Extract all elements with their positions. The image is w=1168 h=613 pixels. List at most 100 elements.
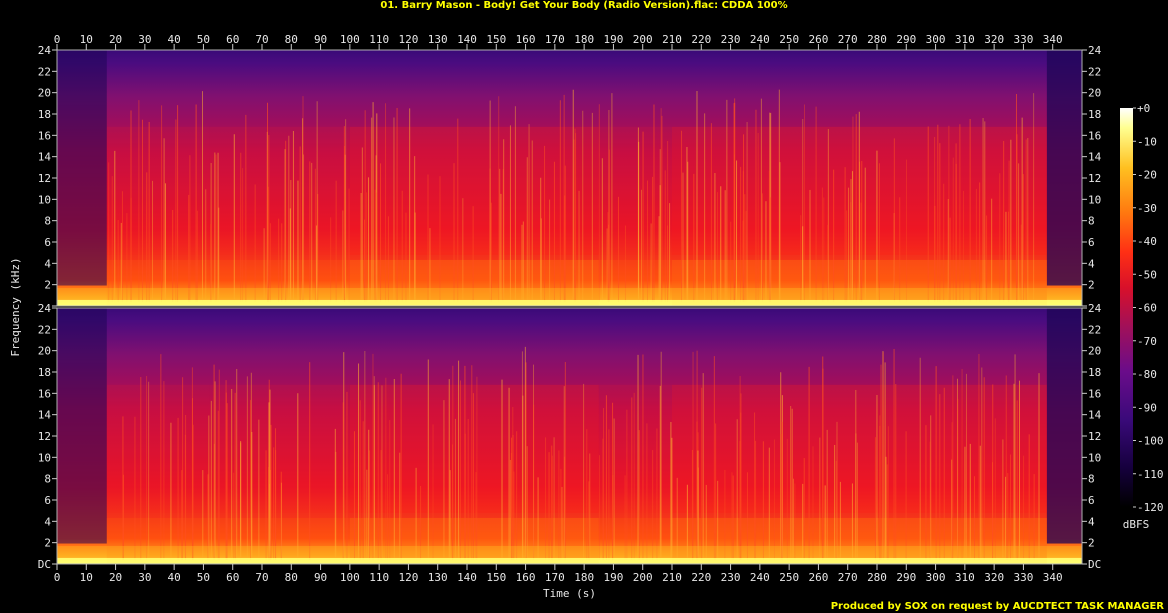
x-tick-label-bottom: 250: [779, 571, 799, 584]
x-tick-label-bottom: 160: [516, 571, 536, 584]
y-tick-label-right: 2: [1088, 537, 1095, 550]
x-tick-label-top: 330: [1013, 33, 1033, 46]
x-tick-label-top: 90: [314, 33, 327, 46]
x-tick-label-top: 20: [109, 33, 122, 46]
x-tick-label-bottom: 220: [691, 571, 711, 584]
x-tick-label-top: 170: [545, 33, 565, 46]
y-tick-label-right: 10: [1088, 451, 1101, 464]
x-tick-label-top: 270: [838, 33, 858, 46]
y-axis-title: Frequency (kHz): [9, 257, 22, 356]
colorbar-tick-label: -50: [1137, 268, 1157, 281]
y-tick-label-right: 6: [1088, 236, 1095, 249]
x-tick-label-bottom: 140: [457, 571, 477, 584]
low-frequency-floor: [57, 558, 1082, 564]
x-tick-label-top: 150: [486, 33, 506, 46]
x-tick-label-top: 50: [197, 33, 210, 46]
colorbar-tick-label: -120: [1137, 501, 1164, 514]
colorbar-gradient: [1120, 108, 1133, 507]
x-tick-label-bottom: 230: [721, 571, 741, 584]
y-tick-label-left: 6: [44, 494, 51, 507]
x-tick-label-bottom: 200: [633, 571, 653, 584]
x-tick-label-bottom: 20: [109, 571, 122, 584]
y-tick-label-left: 24: [38, 44, 52, 57]
spectrogram-base: [57, 50, 1082, 306]
x-axis-title: Time (s): [543, 587, 596, 600]
quiet-region: [1046, 50, 1082, 286]
quiet-region: [1046, 308, 1082, 544]
x-tick-label-bottom: 30: [138, 571, 151, 584]
colorbar-tick-label: -30: [1137, 202, 1157, 215]
colorbar-tick-label: -70: [1137, 335, 1157, 348]
x-tick-label-bottom: 50: [197, 571, 210, 584]
y-tick-label-right: 14: [1088, 409, 1102, 422]
x-tick-label-top: 80: [285, 33, 298, 46]
segment-band: [349, 517, 599, 564]
bass-band: [57, 288, 1082, 300]
x-tick-label-top: 240: [750, 33, 770, 46]
x-tick-label-top: 260: [808, 33, 828, 46]
footer-credit: Produced by SOX on request by AUCDTECT T…: [830, 601, 1164, 612]
y-tick-label-right: 22: [1088, 323, 1101, 336]
colorbar: +0 -10 -20 -30 -40 -50 -60 -70 -80 -90 -100 -110 -12…: [1120, 102, 1164, 531]
segment-mid: [209, 126, 350, 255]
x-tick-label-top: 200: [633, 33, 653, 46]
x-tick-label-top: 100: [340, 33, 360, 46]
axes: 0 0 10 10 20 20 30 30 40 40 50 50 60 60 70 70 80 80 90 90 10…: [9, 33, 1102, 600]
y-tick-label-left: 18: [38, 108, 51, 121]
y-tick-label-right: 14: [1088, 151, 1102, 164]
y-tick-label-right: 4: [1088, 257, 1095, 270]
low-frequency-floor: [57, 300, 1082, 306]
x-tick-label-top: 180: [574, 33, 594, 46]
x-tick-label-bottom: 40: [168, 571, 181, 584]
x-tick-label-bottom: 270: [838, 571, 858, 584]
y-tick-label-right: 8: [1088, 215, 1095, 228]
x-tick-label-bottom: 170: [545, 571, 565, 584]
colorbar-tick-label: -60: [1137, 302, 1157, 315]
x-tick-label-bottom: 300: [926, 571, 946, 584]
x-tick-label-top: 230: [721, 33, 741, 46]
y-tick-label-left: 18: [38, 366, 51, 379]
y-tick-label-left: 4: [44, 257, 51, 270]
y-tick-label-left: 12: [38, 430, 51, 443]
bass-band: [57, 546, 1082, 558]
x-tick-label-top: 300: [926, 33, 946, 46]
segment-mid: [106, 126, 210, 255]
x-tick-label-bottom: 240: [750, 571, 770, 584]
y-tick-label-right: 20: [1088, 87, 1101, 100]
y-tick-label-right: 8: [1088, 473, 1095, 486]
x-tick-label-top: 250: [779, 33, 799, 46]
y-tick-label-left: 16: [38, 129, 51, 142]
x-tick-label-top: 210: [662, 33, 682, 46]
x-tick-label-top: 320: [984, 33, 1004, 46]
x-tick-label-bottom: 70: [255, 571, 268, 584]
y-tick-label-right: 12: [1088, 172, 1101, 185]
colorbar-tick-label: -80: [1137, 368, 1157, 381]
y-tick-label-left: 10: [38, 193, 51, 206]
segment-mid: [672, 384, 1047, 513]
x-tick-label-bottom: 110: [369, 571, 389, 584]
segment-band: [106, 259, 210, 306]
colorbar-tick-label: -100: [1137, 435, 1164, 448]
x-tick-label-top: 130: [428, 33, 448, 46]
y-tick-label-left: 20: [38, 345, 51, 358]
spectrogram-panels: [57, 50, 1082, 564]
y-tick-label-left: 8: [44, 215, 51, 228]
x-tick-label-top: 40: [168, 33, 181, 46]
x-tick-label-top: 30: [138, 33, 151, 46]
y-tick-label-right: 10: [1088, 193, 1101, 206]
x-tick-label-top: 310: [955, 33, 975, 46]
channel-2: [57, 308, 1082, 564]
quiet-region: [57, 308, 107, 544]
y-tick-label-right: 22: [1088, 65, 1101, 78]
x-tick-label-top: 10: [80, 33, 93, 46]
y-tick-label-left: 8: [44, 473, 51, 486]
x-tick-label-bottom: 90: [314, 571, 327, 584]
y-tick-label-left: 10: [38, 451, 51, 464]
x-tick-label-bottom: 150: [486, 571, 506, 584]
x-tick-label-top: 280: [867, 33, 887, 46]
y-tick-label-left: 12: [38, 172, 51, 185]
y-tick-label-right: 18: [1088, 108, 1101, 121]
segment-mid: [106, 384, 210, 513]
y-tick-label-left: 16: [38, 387, 51, 400]
